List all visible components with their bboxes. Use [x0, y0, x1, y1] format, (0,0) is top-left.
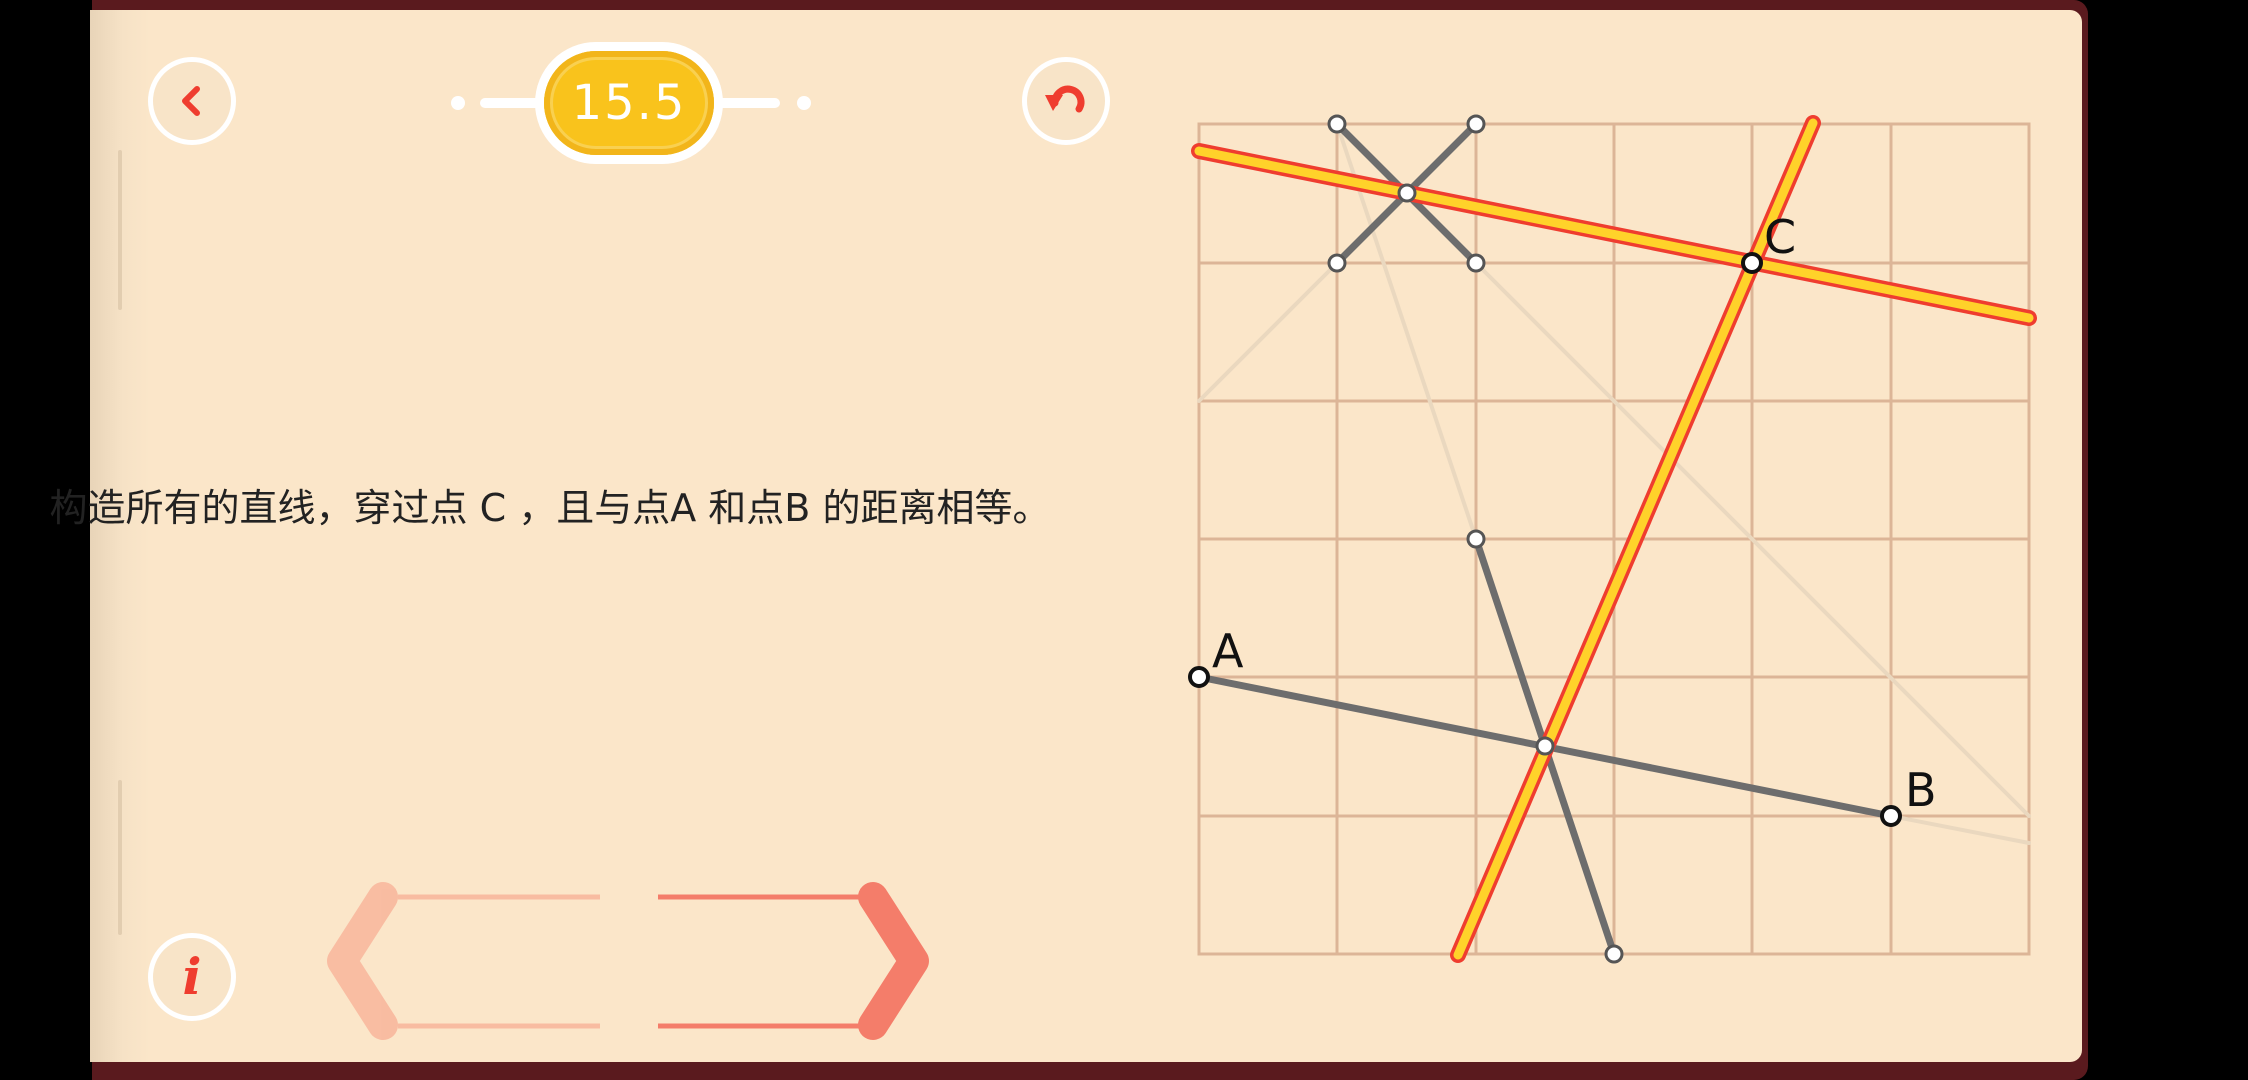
- page-gutter: [90, 10, 150, 1062]
- control-point[interactable]: [1327, 114, 1347, 134]
- level-rail-right: [700, 98, 780, 108]
- control-point[interactable]: [1466, 114, 1486, 134]
- level-rail-dot-left: [451, 96, 465, 110]
- back-button[interactable]: [148, 57, 236, 145]
- point-c-label: C: [1764, 210, 1796, 264]
- constructed-line-1[interactable]: [1191, 143, 2037, 326]
- level-badge: 15.5: [535, 42, 723, 164]
- point-a[interactable]: [1188, 666, 1210, 688]
- next-level-button[interactable]: [658, 882, 929, 1040]
- task-text: 构造所有的直线，穿过点 C ，且与点A 和点B 的距离相等。: [49, 486, 1051, 530]
- control-point[interactable]: [1466, 253, 1486, 273]
- control-point[interactable]: [1466, 529, 1486, 549]
- control-point[interactable]: [1327, 253, 1347, 273]
- faint-construction-lines: [1197, 122, 2031, 845]
- chevron-left-icon: [182, 86, 200, 116]
- grid: [1197, 122, 2031, 956]
- intersection-point[interactable]: [1397, 183, 1417, 203]
- point-c[interactable]: [1741, 252, 1763, 274]
- info-button[interactable]: i: [148, 933, 236, 1021]
- gutter-line: [118, 780, 122, 935]
- level-rail-left: [480, 98, 560, 108]
- prev-level-button[interactable]: [327, 882, 600, 1040]
- control-point[interactable]: [1604, 944, 1624, 964]
- undo-button[interactable]: [1022, 57, 1110, 145]
- info-icon: i: [182, 947, 202, 1006]
- level-number: 15.5: [544, 51, 714, 155]
- point-b-label: B: [1905, 763, 1937, 817]
- undo-icon: [1045, 85, 1085, 113]
- point-b[interactable]: [1880, 805, 1902, 827]
- level-rail-dot-right: [797, 96, 811, 110]
- midpoint[interactable]: [1535, 736, 1555, 756]
- gutter-line: [118, 150, 122, 310]
- point-a-label: A: [1212, 624, 1244, 678]
